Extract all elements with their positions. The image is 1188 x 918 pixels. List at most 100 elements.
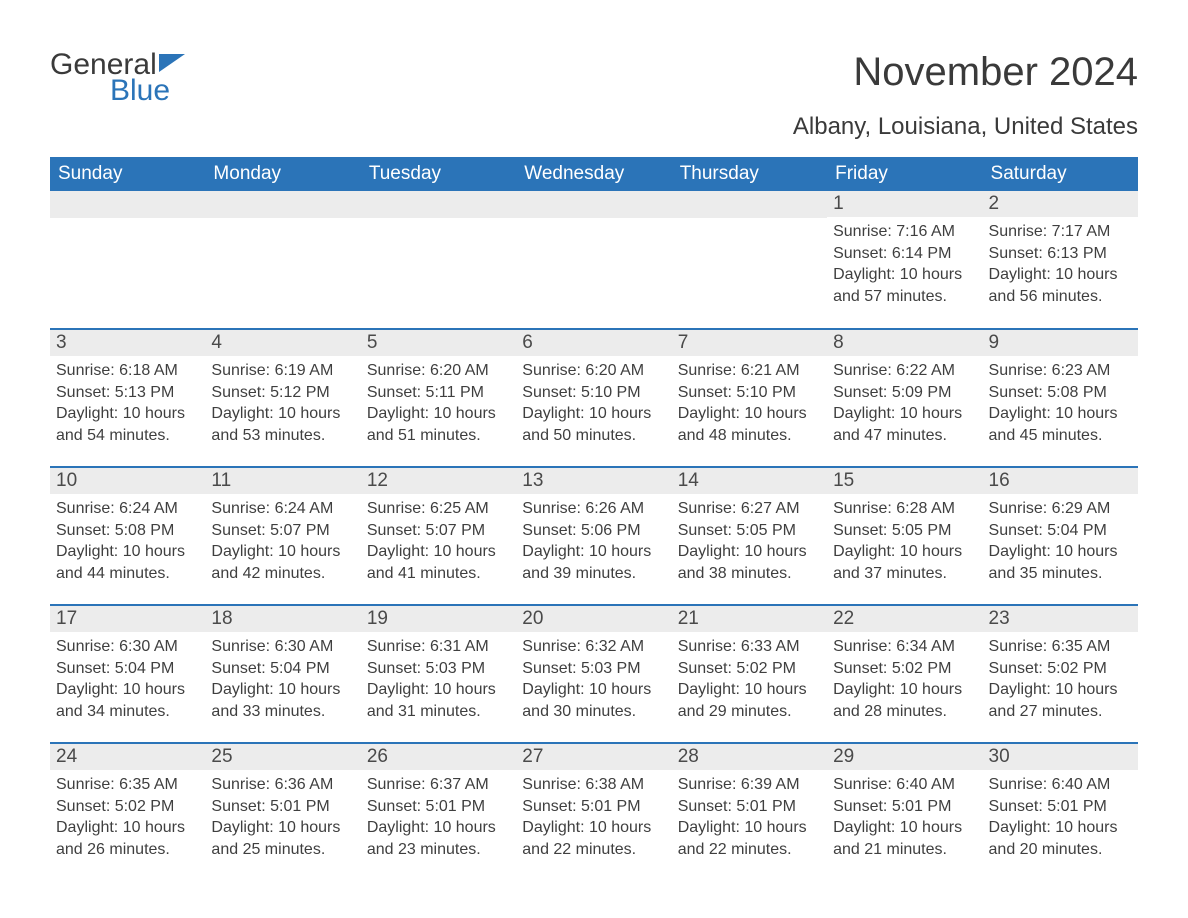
- location-subtitle: Albany, Louisiana, United States: [793, 113, 1138, 141]
- calendar-day-cell: [50, 191, 205, 329]
- sunset-text: Sunset: 5:02 PM: [56, 796, 199, 818]
- sunset-text: Sunset: 5:04 PM: [989, 520, 1132, 542]
- sunset-text: Sunset: 5:01 PM: [678, 796, 821, 818]
- sunrise-text: Sunrise: 6:32 AM: [522, 636, 665, 658]
- day-number: 11: [205, 468, 360, 494]
- daylight-text: Daylight: 10 hours and 22 minutes.: [522, 817, 665, 860]
- day-number: 15: [827, 468, 982, 494]
- day-number: 2: [983, 191, 1138, 217]
- day-number: 10: [50, 468, 205, 494]
- daylight-text: Daylight: 10 hours and 57 minutes.: [833, 264, 976, 307]
- sunrise-text: Sunrise: 6:28 AM: [833, 498, 976, 520]
- day-details: Sunrise: 6:19 AMSunset: 5:12 PMDaylight:…: [205, 356, 360, 452]
- calendar-day-cell: [516, 191, 671, 329]
- sunset-text: Sunset: 5:01 PM: [833, 796, 976, 818]
- calendar-day-cell: 13Sunrise: 6:26 AMSunset: 5:06 PMDayligh…: [516, 467, 671, 605]
- day-details: Sunrise: 7:17 AMSunset: 6:13 PMDaylight:…: [983, 217, 1138, 313]
- calendar-day-cell: 22Sunrise: 6:34 AMSunset: 5:02 PMDayligh…: [827, 605, 982, 743]
- sunrise-text: Sunrise: 6:19 AM: [211, 360, 354, 382]
- sunrise-text: Sunrise: 6:35 AM: [56, 774, 199, 796]
- calendar-day-cell: 4Sunrise: 6:19 AMSunset: 5:12 PMDaylight…: [205, 329, 360, 467]
- sunrise-text: Sunrise: 7:17 AM: [989, 221, 1132, 243]
- daylight-text: Daylight: 10 hours and 47 minutes.: [833, 403, 976, 446]
- sunrise-text: Sunrise: 6:31 AM: [367, 636, 510, 658]
- day-number: 16: [983, 468, 1138, 494]
- sunset-text: Sunset: 5:04 PM: [211, 658, 354, 680]
- day-number: 24: [50, 744, 205, 770]
- day-number: 4: [205, 330, 360, 356]
- brand-logo: General Blue: [50, 50, 185, 106]
- day-header: Wednesday: [516, 157, 671, 191]
- sunrise-text: Sunrise: 6:35 AM: [989, 636, 1132, 658]
- daylight-text: Daylight: 10 hours and 34 minutes.: [56, 679, 199, 722]
- sunset-text: Sunset: 5:12 PM: [211, 382, 354, 404]
- calendar-day-cell: 30Sunrise: 6:40 AMSunset: 5:01 PMDayligh…: [983, 743, 1138, 881]
- calendar-day-cell: 26Sunrise: 6:37 AMSunset: 5:01 PMDayligh…: [361, 743, 516, 881]
- brand-triangle-icon: [159, 54, 185, 72]
- sunset-text: Sunset: 5:09 PM: [833, 382, 976, 404]
- daylight-text: Daylight: 10 hours and 22 minutes.: [678, 817, 821, 860]
- day-details: Sunrise: 6:35 AMSunset: 5:02 PMDaylight:…: [50, 770, 205, 866]
- day-details: Sunrise: 6:20 AMSunset: 5:11 PMDaylight:…: [361, 356, 516, 452]
- day-number: 14: [672, 468, 827, 494]
- calendar-day-cell: 23Sunrise: 6:35 AMSunset: 5:02 PMDayligh…: [983, 605, 1138, 743]
- sunrise-text: Sunrise: 6:36 AM: [211, 774, 354, 796]
- calendar-day-cell: 14Sunrise: 6:27 AMSunset: 5:05 PMDayligh…: [672, 467, 827, 605]
- calendar-day-cell: [205, 191, 360, 329]
- day-number: 21: [672, 606, 827, 632]
- calendar-day-cell: 19Sunrise: 6:31 AMSunset: 5:03 PMDayligh…: [361, 605, 516, 743]
- calendar-day-cell: 2Sunrise: 7:17 AMSunset: 6:13 PMDaylight…: [983, 191, 1138, 329]
- sunset-text: Sunset: 5:13 PM: [56, 382, 199, 404]
- calendar-week-row: 17Sunrise: 6:30 AMSunset: 5:04 PMDayligh…: [50, 605, 1138, 743]
- day-header: Thursday: [672, 157, 827, 191]
- daylight-text: Daylight: 10 hours and 33 minutes.: [211, 679, 354, 722]
- day-details: Sunrise: 6:31 AMSunset: 5:03 PMDaylight:…: [361, 632, 516, 728]
- day-number: 9: [983, 330, 1138, 356]
- day-number: 7: [672, 330, 827, 356]
- daylight-text: Daylight: 10 hours and 50 minutes.: [522, 403, 665, 446]
- calendar-day-cell: 15Sunrise: 6:28 AMSunset: 5:05 PMDayligh…: [827, 467, 982, 605]
- daylight-text: Daylight: 10 hours and 39 minutes.: [522, 541, 665, 584]
- daylight-text: Daylight: 10 hours and 31 minutes.: [367, 679, 510, 722]
- sunset-text: Sunset: 5:03 PM: [367, 658, 510, 680]
- day-number: 8: [827, 330, 982, 356]
- calendar-day-cell: [672, 191, 827, 329]
- sunrise-text: Sunrise: 6:18 AM: [56, 360, 199, 382]
- calendar-day-cell: 6Sunrise: 6:20 AMSunset: 5:10 PMDaylight…: [516, 329, 671, 467]
- empty-day: [516, 191, 671, 218]
- sunset-text: Sunset: 5:03 PM: [522, 658, 665, 680]
- empty-day: [672, 191, 827, 218]
- day-number: 6: [516, 330, 671, 356]
- sunrise-text: Sunrise: 6:40 AM: [833, 774, 976, 796]
- calendar-day-cell: 11Sunrise: 6:24 AMSunset: 5:07 PMDayligh…: [205, 467, 360, 605]
- calendar-day-cell: 5Sunrise: 6:20 AMSunset: 5:11 PMDaylight…: [361, 329, 516, 467]
- daylight-text: Daylight: 10 hours and 42 minutes.: [211, 541, 354, 584]
- sunset-text: Sunset: 5:05 PM: [833, 520, 976, 542]
- day-number: 5: [361, 330, 516, 356]
- calendar-day-cell: 12Sunrise: 6:25 AMSunset: 5:07 PMDayligh…: [361, 467, 516, 605]
- sunset-text: Sunset: 5:01 PM: [211, 796, 354, 818]
- day-details: Sunrise: 6:35 AMSunset: 5:02 PMDaylight:…: [983, 632, 1138, 728]
- day-details: Sunrise: 6:34 AMSunset: 5:02 PMDaylight:…: [827, 632, 982, 728]
- sunrise-text: Sunrise: 6:38 AM: [522, 774, 665, 796]
- day-details: Sunrise: 6:30 AMSunset: 5:04 PMDaylight:…: [205, 632, 360, 728]
- brand-word-2: Blue: [110, 76, 185, 106]
- day-details: Sunrise: 6:22 AMSunset: 5:09 PMDaylight:…: [827, 356, 982, 452]
- day-details: Sunrise: 6:36 AMSunset: 5:01 PMDaylight:…: [205, 770, 360, 866]
- day-header: Friday: [827, 157, 982, 191]
- day-number: 26: [361, 744, 516, 770]
- daylight-text: Daylight: 10 hours and 48 minutes.: [678, 403, 821, 446]
- calendar-week-row: 3Sunrise: 6:18 AMSunset: 5:13 PMDaylight…: [50, 329, 1138, 467]
- sunrise-text: Sunrise: 6:40 AM: [989, 774, 1132, 796]
- calendar-week-row: 10Sunrise: 6:24 AMSunset: 5:08 PMDayligh…: [50, 467, 1138, 605]
- day-details: Sunrise: 6:24 AMSunset: 5:08 PMDaylight:…: [50, 494, 205, 590]
- sunset-text: Sunset: 5:06 PM: [522, 520, 665, 542]
- day-details: Sunrise: 6:23 AMSunset: 5:08 PMDaylight:…: [983, 356, 1138, 452]
- sunrise-text: Sunrise: 6:23 AM: [989, 360, 1132, 382]
- day-number: 1: [827, 191, 982, 217]
- sunset-text: Sunset: 5:04 PM: [56, 658, 199, 680]
- day-number: 19: [361, 606, 516, 632]
- day-details: Sunrise: 6:25 AMSunset: 5:07 PMDaylight:…: [361, 494, 516, 590]
- daylight-text: Daylight: 10 hours and 26 minutes.: [56, 817, 199, 860]
- sunrise-text: Sunrise: 6:37 AM: [367, 774, 510, 796]
